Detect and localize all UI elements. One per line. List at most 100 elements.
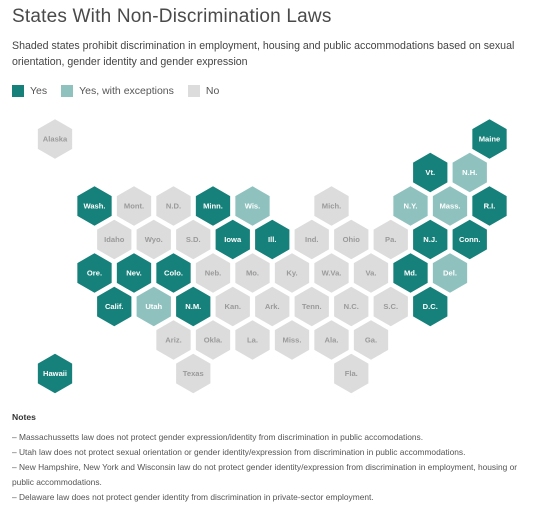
state-hex-calif: Calif. [97, 286, 132, 327]
state-label: N.C. [344, 302, 359, 311]
note-line: – Delaware law does not protect gender i… [12, 492, 374, 502]
state-label: Tenn. [302, 302, 322, 311]
state-hex-shape [452, 152, 487, 193]
state-hex-shape [432, 253, 468, 293]
state-label: S.C. [383, 302, 398, 311]
state-hex-mo: Mo. [235, 253, 270, 293]
state-hex-shape [413, 286, 448, 327]
state-hex-nev: Nev. [116, 253, 152, 293]
state-hex-colo: Colo. [156, 253, 191, 293]
state-hex-okla: Okla. [195, 320, 231, 360]
notes-heading: Notes [12, 412, 36, 422]
state-label: Ariz. [165, 336, 181, 345]
state-hex-wash: Wash. [77, 186, 112, 226]
state-hex-shape [274, 253, 310, 293]
legend-item-no: No [187, 85, 220, 97]
state-hex-shape [136, 286, 171, 327]
legend: Yes Yes, with exceptions No [12, 85, 233, 97]
state-hex-shape [156, 320, 191, 360]
state-hex-shape [274, 320, 310, 360]
state-hex-sc: S.C. [373, 286, 408, 327]
state-hex-shape [176, 219, 211, 260]
legend-swatch-exceptions [61, 85, 74, 97]
state-hex-shape [314, 320, 349, 360]
state-label: Okla. [204, 336, 223, 345]
state-hex-dc: D.C. [413, 286, 448, 327]
state-label: Vt. [425, 168, 435, 177]
state-hex-shape [195, 320, 231, 360]
state-label: Alaska [43, 135, 68, 144]
state-hex-idaho: Idaho [97, 219, 132, 260]
state-hex-shape [116, 253, 152, 293]
state-label: D.C. [423, 302, 438, 311]
state-hex-shape [97, 286, 132, 327]
note-line: – Utah law does not protect sexual orien… [12, 447, 466, 457]
state-hex-kan: Kan. [215, 286, 250, 327]
state-label: Ore. [87, 269, 102, 278]
state-hex-texas: Texas [176, 353, 211, 394]
note-line: – New Hampshire, New York and Wisconsin … [12, 462, 518, 487]
state-hex-shape [373, 286, 408, 327]
state-hex-shape [353, 253, 389, 293]
state-hex-shape [353, 320, 389, 360]
state-label: Idaho [104, 235, 125, 244]
state-label: La. [247, 336, 258, 345]
state-hex-shape [37, 119, 73, 159]
state-label: Neb. [205, 269, 221, 278]
state-label: Fla. [345, 369, 358, 378]
state-label: S.D. [186, 235, 201, 244]
state-hex-ind: Ind. [294, 219, 329, 260]
state-hex-wva: W.Va. [314, 253, 349, 293]
state-label: Calif. [105, 302, 124, 311]
state-hex-shape [215, 286, 250, 327]
state-label: Hawaii [43, 369, 67, 378]
state-label: Wash. [83, 202, 105, 211]
state-hex-ala: Ala. [314, 320, 349, 360]
legend-label-yes: Yes [30, 85, 48, 97]
notes: Notes – Massachussetts law does not prot… [12, 410, 532, 505]
state-hex-wyo: Wyo. [136, 219, 171, 260]
state-hex-shape [334, 219, 369, 260]
state-label: Del. [443, 269, 457, 278]
state-label: Colo. [164, 269, 183, 278]
state-hex-shape [156, 186, 191, 226]
state-hex-del: Del. [432, 253, 468, 293]
state-hex-mont: Mont. [116, 186, 152, 226]
state-hex-shape [472, 186, 507, 226]
state-hex-shape [235, 186, 270, 226]
state-label: Ill. [268, 235, 276, 244]
state-hex-shape [176, 286, 211, 327]
page-title: States With Non-Discrimination Laws [12, 6, 332, 27]
state-label: Conn. [459, 235, 481, 244]
state-hex-nd: N.D. [156, 186, 191, 226]
state-hex-pa: Pa. [373, 219, 408, 260]
state-label: Kan. [225, 302, 241, 311]
state-hex-shape [77, 253, 112, 293]
state-label: Mich. [322, 202, 341, 211]
state-hex-hawaii: Hawaii [37, 353, 73, 394]
legend-label-no: No [205, 85, 220, 97]
state-label: Mo. [246, 269, 259, 278]
state-hex-va: Va. [353, 253, 389, 293]
state-label: Ky. [286, 269, 297, 278]
state-hex-alaska: Alaska [37, 119, 73, 159]
legend-swatch-yes [12, 85, 24, 97]
state-hex-shape [156, 253, 191, 293]
state-hex-shape [235, 253, 270, 293]
state-label: Va. [366, 269, 377, 278]
state-hex-shape [452, 219, 487, 260]
state-hex-iowa: Iowa [215, 219, 250, 260]
state-hex-nj: N.J. [413, 219, 448, 260]
state-label: Wis. [245, 202, 261, 211]
state-hex-conn: Conn. [452, 219, 487, 260]
legend-item-yes: Yes [12, 85, 47, 97]
state-label: Wyo. [145, 235, 163, 244]
state-hex-shape [37, 353, 73, 394]
state-hex-vt: Vt. [413, 152, 448, 193]
state-label: Md. [404, 269, 417, 278]
note-line: – Massachussetts law does not protect ge… [12, 432, 424, 442]
state-hex-ky: Ky. [274, 253, 310, 293]
state-hex-shape [195, 253, 231, 293]
state-label: N.J. [423, 235, 437, 244]
state-label: N.M. [185, 302, 201, 311]
